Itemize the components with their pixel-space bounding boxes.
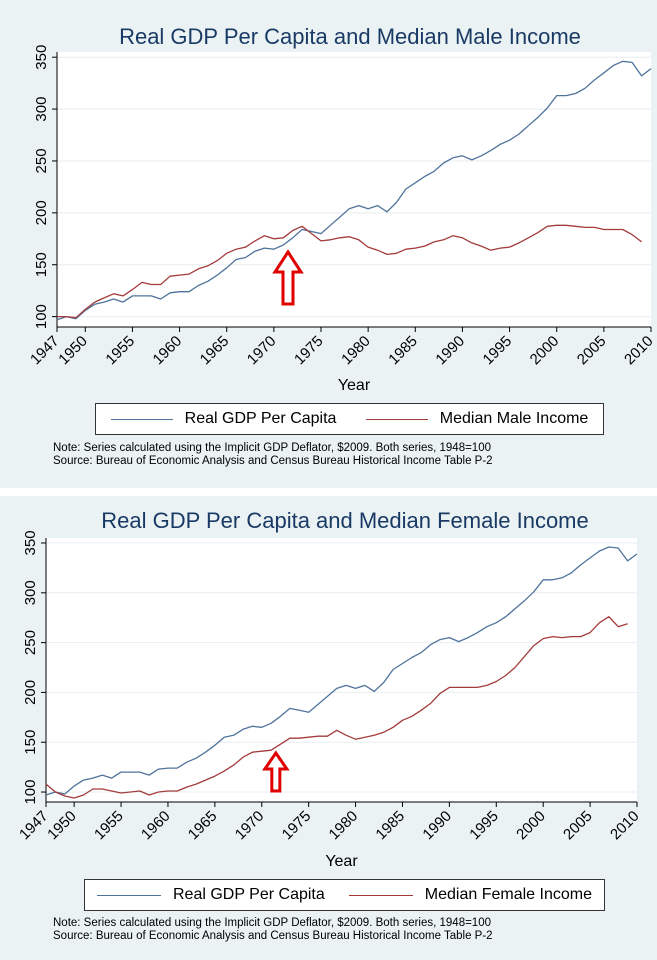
y-tick-label: 200 [33,200,50,225]
x-tick-label: 1960 [138,808,174,844]
x-tick-label: 1980 [338,333,374,369]
y-tick-label: 150 [33,252,50,277]
annotation-arrow [272,249,304,306]
plot-area [57,52,651,327]
x-tick-label: 1995 [480,333,516,369]
legend-item-gdp: Real GDP Per Capita [97,886,325,904]
series-line-gdp [45,546,638,796]
legend-label: Median Male Income [439,410,589,427]
x-tick-label: 2010 [621,333,657,369]
legend: Real GDP Per Capita Median Female Income [84,879,605,911]
legend-label: Median Female Income [424,886,592,903]
x-tick-label: 1970 [244,333,280,369]
x-tick-label: 2005 [560,808,596,844]
legend: Real GDP Per Capita Median Male Income [95,403,604,435]
x-tick-label: 1990 [432,333,468,369]
y-tick-label: 350 [33,45,50,70]
series-line-gdp [56,60,652,321]
x-axis-label: Year [338,377,371,394]
x-tick-label: 1947 [16,808,52,844]
legend-swatch-gdp [110,418,173,420]
y-tick-label: 250 [22,630,39,655]
y-tick-label: 350 [22,530,39,555]
source-line: Source: Bureau of Economic Analysis and … [53,455,493,467]
legend-item-income: Median Female Income [348,886,592,904]
note-line: Note: Series calculated using the Implic… [53,917,491,929]
legend-item-gdp: Real GDP Per Capita [110,410,337,428]
x-tick-label: 1950 [55,333,91,369]
legend-label: Real GDP Per Capita [184,410,337,427]
x-tick-label: 1960 [150,333,186,369]
chart-note: Note: Series calculated using the Implic… [53,442,493,468]
legend-item-income: Median Male Income [365,410,589,428]
x-tick-label: 1985 [385,333,421,369]
x-axis-label: Year [325,853,358,870]
source-line: Source: Bureau of Economic Analysis and … [53,930,493,942]
annotation-arrow [261,750,290,793]
note-line: Note: Series calculated using the Implic… [53,442,491,454]
chart-title: Real GDP Per Capita and Median Male Inco… [119,24,581,49]
y-tick-label: 300 [22,580,39,605]
y-tick-label: 250 [33,148,50,173]
x-tick-label: 1990 [419,808,455,844]
x-tick-label: 1947 [27,333,63,369]
male-income-panel: Real GDP Per Capita and Median Male Inco… [0,0,657,488]
x-tick-label: 2010 [607,808,643,844]
series-line-income [57,224,642,319]
x-tick-label: 1995 [466,808,502,844]
x-tick-label: 1975 [279,808,315,844]
y-tick-label: 100 [22,780,39,805]
female-income-panel: Real GDP Per Capita and Median Female In… [0,488,657,960]
x-tick-label: 1955 [91,808,127,844]
x-tick-label: 1985 [372,808,408,844]
x-tick-label: 1950 [44,808,80,844]
y-tick-label: 100 [33,304,50,329]
chart-note: Note: Series calculated using the Implic… [53,917,493,943]
x-tick-label: 1980 [326,808,362,844]
x-tick-label: 1955 [102,333,138,369]
x-tick-label: 1965 [185,808,221,844]
chart-title: Real GDP Per Capita and Median Female In… [101,508,589,533]
x-tick-label: 1965 [197,333,233,369]
male-income-chart: Real GDP Per Capita and Median Male Inco… [27,24,657,394]
y-tick-label: 300 [33,97,50,122]
legend-label: Real GDP Per Capita [173,886,325,903]
x-tick-label: 2000 [527,333,563,369]
legend-swatch-gdp [97,894,161,896]
legend-swatch-income [365,418,428,420]
legend-swatch-income [348,894,413,896]
x-tick-label: 1975 [291,333,327,369]
female-income-chart: Real GDP Per Capita and Median Female In… [16,508,643,870]
x-tick-label: 2000 [513,808,549,844]
x-tick-label: 1970 [232,808,268,844]
series-line-income [45,616,628,799]
y-tick-label: 200 [22,680,39,705]
plot-area [46,538,637,802]
x-tick-label: 2005 [574,333,610,369]
y-tick-label: 150 [22,730,39,755]
